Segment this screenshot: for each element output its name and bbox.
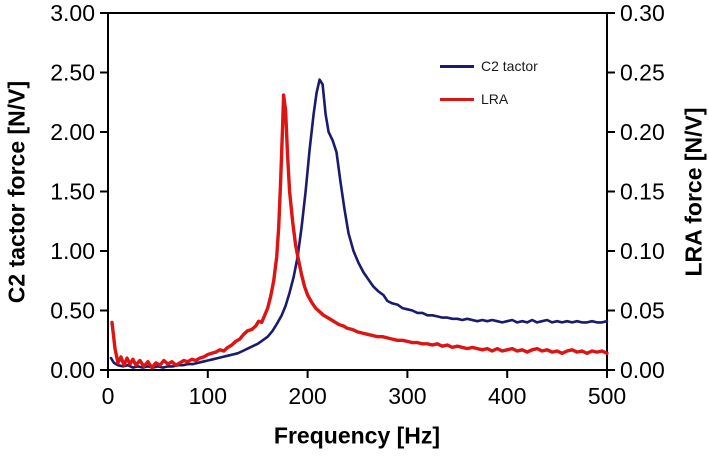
y-right-tick-label: 0.20 <box>620 119 665 145</box>
x-tick-label: 200 <box>288 383 326 409</box>
y-right-tick-label: 0.15 <box>620 179 665 205</box>
y-left-tick-label: 3.00 <box>50 0 95 26</box>
legend-item-c2-tactor: C2 tactor <box>440 58 538 74</box>
y-left-tick-label: 2.00 <box>50 119 95 145</box>
y-left-tick-label: 2.50 <box>50 60 95 86</box>
legend-label-lra: LRA <box>481 91 509 107</box>
x-tick-label: 300 <box>388 383 426 409</box>
y-axis-left-title: C2 tactor force [N/V] <box>3 80 30 304</box>
y-right-tick-label: 0.25 <box>620 60 665 86</box>
x-tick-label: 100 <box>189 383 227 409</box>
y-left-tick-label: 1.00 <box>50 238 95 264</box>
y-left-tick-label: 0.50 <box>50 298 95 324</box>
y-axis-right-title: LRA force [N/V] <box>680 107 707 277</box>
y-right-tick-label: 0.30 <box>620 0 665 26</box>
y-right-tick-label: 0.05 <box>620 298 665 324</box>
c2-tactor-line-swatch <box>440 64 474 68</box>
x-tick-label: 500 <box>588 383 626 409</box>
y-right-tick-label: 0.10 <box>620 238 665 264</box>
legend: C2 tactor LRA <box>440 58 538 107</box>
lra-curve <box>110 93 609 370</box>
y-right-tick-label: 0.00 <box>620 357 665 383</box>
y-left-tick-label: 1.50 <box>50 179 95 205</box>
y-left-tick-label: 0.00 <box>50 357 95 383</box>
c2-tactor-curve <box>109 78 609 369</box>
x-tick-label: 0 <box>102 383 115 409</box>
x-tick-label: 400 <box>488 383 526 409</box>
lra-line-swatch <box>440 97 474 101</box>
x-axis-title: Frequency [Hz] <box>273 422 441 449</box>
legend-item-lra: LRA <box>440 91 538 107</box>
legend-label-c2-tactor: C2 tactor <box>481 58 538 74</box>
